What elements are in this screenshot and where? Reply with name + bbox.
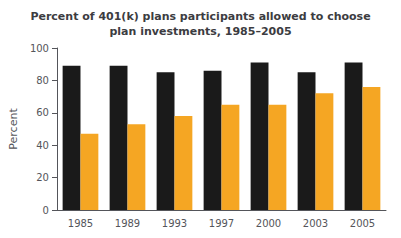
svg-text:40: 40: [36, 140, 49, 151]
svg-text:2003: 2003: [303, 218, 328, 229]
svg-text:plan investments, 1985–2005: plan investments, 1985–2005: [109, 25, 291, 38]
svg-text:Percent of 401(k) plans partic: Percent of 401(k) plans participants all…: [30, 10, 370, 23]
svg-text:1997: 1997: [209, 218, 234, 229]
svg-text:100: 100: [30, 43, 49, 54]
svg-text:20: 20: [36, 172, 49, 183]
svg-text:2000: 2000: [256, 218, 281, 229]
svg-text:1993: 1993: [162, 218, 187, 229]
svg-text:60: 60: [36, 107, 49, 118]
svg-text:1985: 1985: [68, 218, 93, 229]
svg-text:80: 80: [36, 75, 49, 86]
svg-text:1989: 1989: [115, 218, 140, 229]
svg-text:2005: 2005: [350, 218, 375, 229]
svg-text:0: 0: [43, 205, 49, 216]
svg-text:Percent: Percent: [7, 108, 20, 150]
